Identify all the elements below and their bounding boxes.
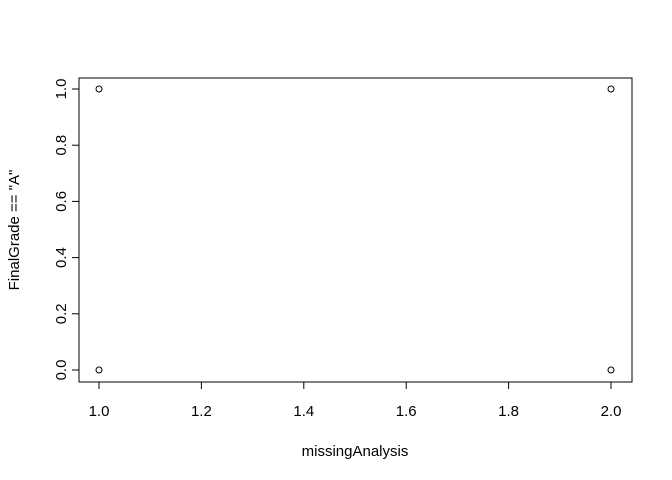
data-point [607,85,615,93]
data-point [607,366,615,374]
plot-frame [78,77,633,383]
x-tick-label: 1.6 [396,403,417,420]
x-tick-label: 1.0 [89,403,110,420]
data-point [95,85,103,93]
x-axis-label: missingAnalysis [302,443,409,460]
y-axis: 0.0 0.2 0.4 0.6 0.8 1.0 [53,79,80,381]
x-tick-label: 1.8 [498,403,519,420]
y-tick-label: 0.2 [53,303,70,324]
y-tick-label: 0.0 [53,360,70,381]
data-point [95,366,103,374]
y-tick-label: 1.0 [53,79,70,100]
x-tick-label: 1.2 [191,403,212,420]
x-axis: 1.0 1.2 1.4 1.6 1.8 2.0 [89,381,622,420]
y-tick-label: 0.6 [53,191,70,212]
x-tick-label: 1.4 [293,403,314,420]
y-tick-label: 0.4 [53,247,70,268]
y-tick-label: 0.8 [53,135,70,156]
data-points [95,85,615,374]
x-tick-label: 2.0 [601,403,622,420]
y-axis-label: FinalGrade == "A" [6,170,23,291]
